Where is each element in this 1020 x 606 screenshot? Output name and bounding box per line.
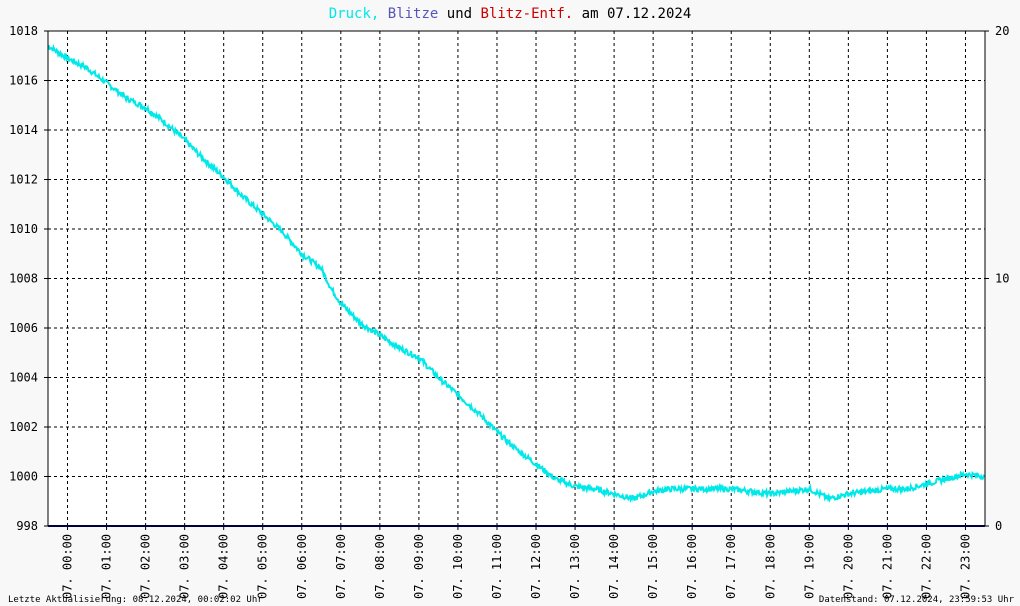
y-left-tick-label: 1000 — [9, 470, 38, 484]
y-left-tick-label: 1016 — [9, 74, 38, 88]
y-left-tick-label: 1012 — [9, 173, 38, 187]
x-tick-label: 07. 08:00 — [373, 534, 387, 599]
y-axis-right: 0 10 20 — [985, 24, 1009, 533]
y-right-tick-label: 10 — [995, 272, 1009, 286]
x-tick-label: 07. 03:00 — [178, 534, 192, 599]
y-left-tick-label: 1002 — [9, 420, 38, 434]
title-druck: Druck, — [329, 6, 380, 22]
y-left-tick-label: 998 — [16, 519, 38, 533]
x-axis: 07. 00:00 07. 01:00 07. 02:00 07. 03:00 07. … — [61, 526, 972, 599]
x-tick-label: 07. 22:00 — [919, 534, 933, 599]
grid-lines — [48, 31, 985, 526]
title-und: und — [447, 6, 472, 22]
x-tick-label: 07. 13:00 — [568, 534, 582, 599]
title-blitz-entf: Blitz-Entf. — [481, 6, 574, 22]
title-date: am 07.12.2024 — [582, 6, 692, 22]
x-tick-label: 07. 11:00 — [490, 534, 504, 599]
y-left-tick-label: 1006 — [9, 321, 38, 335]
y-left-tick-label: 1014 — [9, 123, 38, 137]
chart-title: Druck, Blitze und Blitz-Entf. am 07.12.2… — [329, 6, 692, 22]
x-tick-label: 07. 02:00 — [139, 534, 153, 599]
x-tick-label: 07. 17:00 — [724, 534, 738, 599]
x-tick-label: 07. 10:00 — [451, 534, 465, 599]
x-tick-label: 07. 16:00 — [685, 534, 699, 599]
x-tick-label: 07. 00:00 — [61, 534, 75, 599]
plot-border — [47, 30, 986, 527]
footer-last-update: Letzte Aktualisierung: 08.12.2024, 00:02… — [8, 595, 263, 605]
x-tick-label: 07. 06:00 — [295, 534, 309, 599]
footer-data-status: Datenstand: 07.12.2024, 23:59:53 Uhr — [819, 595, 1015, 605]
x-tick-label: 07. 19:00 — [802, 534, 816, 599]
y-left-tick-label: 1018 — [9, 24, 38, 38]
x-tick-label: 07. 18:00 — [763, 534, 777, 599]
y-right-tick-label: 0 — [995, 519, 1002, 533]
x-tick-label: 07. 23:00 — [958, 534, 972, 599]
x-tick-label: 07. 21:00 — [880, 534, 894, 599]
x-tick-label: 07. 14:00 — [607, 534, 621, 599]
x-tick-label: 07. 04:00 — [217, 534, 231, 599]
x-tick-label: 07. 15:00 — [646, 534, 660, 599]
x-tick-label: 07. 05:00 — [256, 534, 270, 599]
title-blitze: Blitze — [388, 6, 439, 22]
x-tick-label: 07. 07:00 — [334, 534, 348, 599]
x-tick-label: 07. 01:00 — [100, 534, 114, 599]
y-right-tick-label: 20 — [995, 24, 1009, 38]
x-tick-label: 07. 09:00 — [412, 534, 426, 599]
x-tick-label: 07. 12:00 — [529, 534, 543, 599]
y-left-tick-label: 1010 — [9, 222, 38, 236]
y-axis-left: 998 1000 1002 1004 1006 1008 1010 1012 1014 1016 1… — [9, 24, 48, 533]
series-druck-line — [47, 43, 986, 504]
y-left-tick-label: 1008 — [9, 272, 38, 286]
y-left-tick-label: 1004 — [9, 371, 38, 385]
x-tick-label: 07. 20:00 — [841, 534, 855, 599]
